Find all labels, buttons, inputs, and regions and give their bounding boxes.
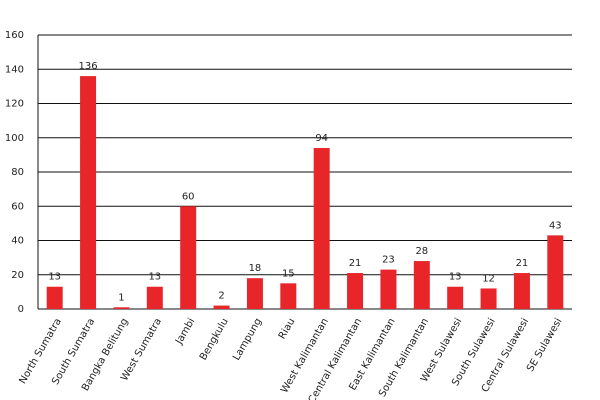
bar [447,286,464,309]
data-label: 18 [249,263,262,274]
x-tick-label: Bengkulu [198,317,231,363]
data-label: 136 [79,61,98,72]
y-tick-label: 160 [5,30,24,41]
data-label: 13 [449,272,462,283]
data-label: 21 [349,258,362,269]
data-label: 94 [315,133,328,144]
bar [380,269,397,309]
x-tick-label: Riau [277,317,298,342]
y-tick-label: 20 [11,270,24,281]
y-tick-label: 80 [11,167,24,178]
y-tick-label: 60 [11,201,24,212]
bar [80,76,97,309]
bar [46,286,63,309]
y-tick-label: 140 [5,64,24,75]
y-tick-label: 100 [5,133,24,144]
bar [480,288,497,309]
data-label: 28 [415,246,428,257]
bar [313,148,330,309]
bar [547,235,564,309]
y-tick-label: 40 [11,236,24,247]
bar [146,286,163,309]
bar [213,305,230,309]
data-label: 60 [182,191,195,202]
x-tick-label: Lampung [231,317,264,363]
data-label: 13 [48,272,61,283]
bar [113,307,130,309]
bar [246,278,263,309]
bar [413,261,430,309]
x-tick-label: Jambi [173,317,197,348]
data-label: 1 [118,292,124,303]
data-label: 23 [382,255,395,266]
x-tick-label: SE Sulawesi [525,317,564,374]
data-label: 21 [516,258,529,269]
data-label: 13 [148,272,161,283]
bar [280,283,297,309]
bar [180,206,197,309]
data-label: 15 [282,268,295,279]
bar [347,273,364,309]
bar [513,273,530,309]
data-label: 12 [482,273,495,284]
y-tick-label: 0 [18,304,24,315]
data-label: 2 [218,291,224,302]
y-tick-label: 120 [5,99,24,110]
data-label: 43 [549,220,562,231]
